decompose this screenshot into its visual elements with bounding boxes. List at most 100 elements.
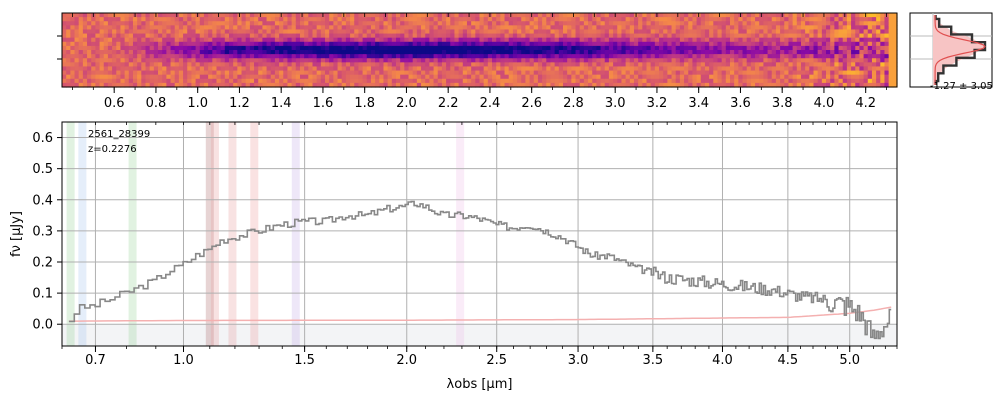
heatmap-cell bbox=[341, 17, 347, 22]
heatmap-cell bbox=[621, 29, 627, 35]
heatmap-cell bbox=[546, 50, 552, 55]
heatmap-cell bbox=[888, 45, 894, 51]
heatmap-cell bbox=[775, 17, 781, 22]
heatmap-cell bbox=[571, 74, 577, 80]
heatmap-cell bbox=[195, 70, 201, 76]
heatmap-cell bbox=[458, 33, 464, 39]
heatmap-cell bbox=[412, 70, 418, 76]
heatmap-cell bbox=[521, 29, 527, 35]
heatmap-cell bbox=[312, 33, 318, 39]
heatmap-cell bbox=[141, 66, 147, 72]
heatmap-cell bbox=[132, 58, 138, 63]
heatmap-cell bbox=[274, 13, 280, 18]
heatmap-cell bbox=[592, 74, 597, 80]
heatmap-cell bbox=[291, 78, 297, 84]
heatmap-cell bbox=[91, 70, 96, 76]
heatmap-cell bbox=[95, 54, 101, 59]
heatmap-cell bbox=[742, 62, 748, 68]
heatmap-cell bbox=[141, 50, 147, 55]
heatmap-cell bbox=[876, 70, 881, 76]
heatmap-cell bbox=[195, 66, 201, 72]
heatmap-cell bbox=[312, 17, 318, 22]
heatmap-cell bbox=[162, 33, 167, 39]
heatmap-cell bbox=[287, 37, 293, 43]
heatmap-cell bbox=[291, 50, 297, 55]
heatmap-cell bbox=[855, 78, 861, 84]
heatmap-cell bbox=[396, 41, 401, 47]
heatmap-cell bbox=[608, 74, 614, 80]
heatmap-cell bbox=[721, 78, 727, 84]
heatmap-cell bbox=[270, 58, 276, 63]
heatmap-cell bbox=[646, 74, 652, 80]
heatmap-cell bbox=[800, 70, 806, 76]
heatmap-cell bbox=[721, 58, 727, 63]
heatmap-cell bbox=[792, 70, 798, 76]
heatmap-cell bbox=[517, 82, 522, 88]
heatmap-cell bbox=[429, 21, 435, 26]
heatmap-cell bbox=[759, 54, 764, 59]
heatmap-cell bbox=[821, 33, 827, 39]
heatmap-cell bbox=[855, 82, 861, 88]
heatmap-cell bbox=[258, 50, 263, 55]
heatmap-cell bbox=[325, 70, 330, 76]
heatmap-cell bbox=[404, 54, 410, 59]
heatmap-cell bbox=[82, 66, 88, 72]
heatmap-cell bbox=[780, 29, 785, 35]
heatmap-cell bbox=[262, 17, 268, 22]
heatmap-cell bbox=[279, 33, 284, 39]
y-tick-label: 0.0 bbox=[32, 318, 53, 333]
heatmap-cell bbox=[675, 41, 681, 47]
heatmap-cell bbox=[700, 25, 706, 31]
heatmap-cell bbox=[821, 45, 827, 51]
heatmap-cell bbox=[416, 21, 422, 26]
heatmap-cell bbox=[492, 45, 497, 51]
heatmap-cell bbox=[663, 58, 668, 63]
heatmap-cell bbox=[721, 13, 727, 18]
heatmap-cell bbox=[525, 13, 531, 18]
heatmap-cell bbox=[350, 58, 355, 63]
heatmap-cell bbox=[588, 82, 593, 88]
heatmap-cell bbox=[124, 66, 130, 72]
heatmap-cell bbox=[274, 74, 280, 80]
heatmap-cell bbox=[884, 33, 890, 39]
heatmap-cell bbox=[107, 17, 113, 22]
heatmap-cell bbox=[529, 78, 535, 84]
heatmap-cell bbox=[688, 66, 694, 72]
heatmap-cell bbox=[846, 74, 852, 80]
heatmap-cell bbox=[95, 74, 101, 80]
heatmap-cell bbox=[855, 37, 861, 43]
heatmap-cell bbox=[416, 78, 422, 84]
heatmap-cell bbox=[170, 21, 176, 26]
heatmap-cell bbox=[792, 29, 798, 35]
heatmap-cell bbox=[103, 13, 109, 18]
heatmap-cell bbox=[91, 37, 96, 43]
heatmap-cell bbox=[304, 58, 309, 63]
heatmap-cell bbox=[734, 29, 739, 35]
heatmap-cell bbox=[408, 25, 414, 31]
heatmap-cell bbox=[203, 70, 209, 76]
heatmap-cell bbox=[433, 21, 439, 26]
heatmap-cell bbox=[884, 70, 890, 76]
heatmap-cell bbox=[679, 41, 685, 47]
heatmap-cell bbox=[120, 21, 126, 26]
heatmap-cell bbox=[370, 70, 376, 76]
heatmap-cell bbox=[771, 74, 777, 80]
heatmap-cell bbox=[851, 13, 856, 18]
heatmap-cell bbox=[792, 82, 798, 88]
heatmap-cell bbox=[220, 62, 226, 68]
heatmap-cell bbox=[583, 74, 589, 80]
heatmap-cell bbox=[466, 54, 472, 59]
x-tick-label: 5.0 bbox=[839, 353, 860, 368]
heatmap-cell bbox=[876, 21, 881, 26]
heatmap-cell bbox=[554, 82, 560, 88]
heatmap-cell bbox=[859, 13, 865, 18]
heatmap-cell bbox=[821, 78, 827, 84]
heatmap-cell bbox=[625, 29, 631, 35]
heatmap-cell bbox=[696, 82, 702, 88]
heatmap-cell bbox=[684, 21, 689, 26]
heatmap-cell bbox=[87, 58, 92, 63]
heatmap-cell bbox=[266, 66, 272, 72]
heatmap-cell bbox=[684, 78, 689, 84]
heatmap-cell bbox=[880, 70, 886, 76]
heatmap-cell bbox=[525, 37, 531, 43]
